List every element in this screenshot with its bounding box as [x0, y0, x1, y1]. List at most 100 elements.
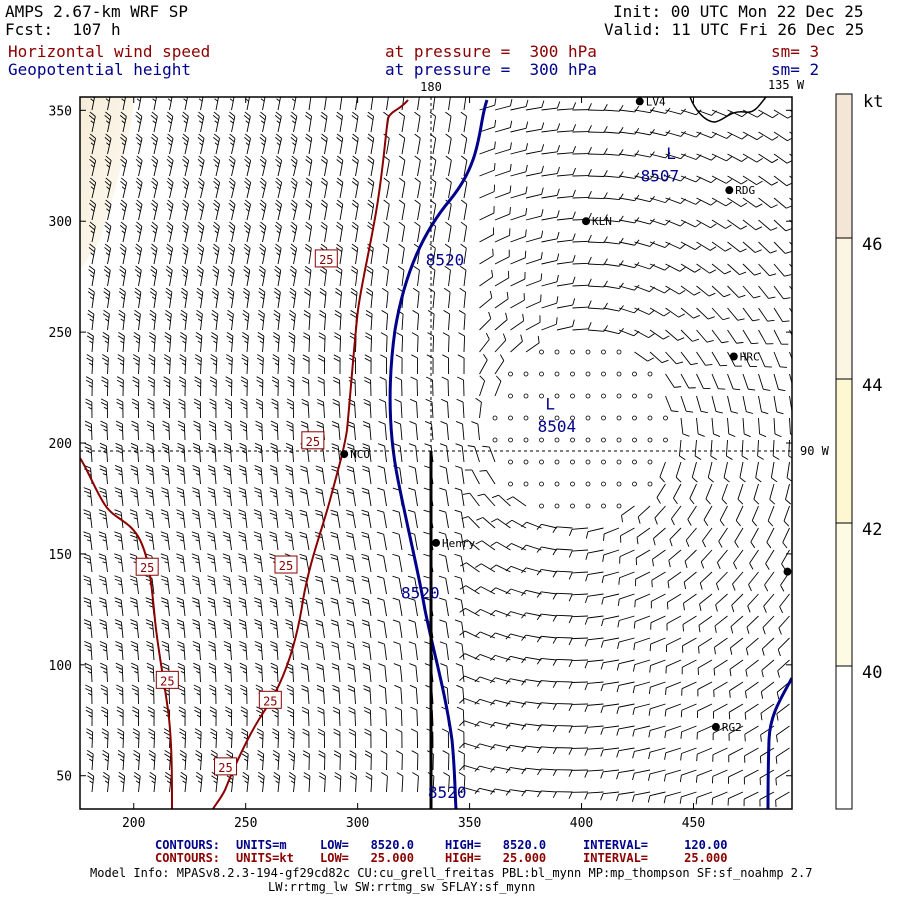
wind-barb — [253, 597, 263, 617]
wind-barb — [536, 680, 558, 687]
wind-barb — [378, 663, 387, 683]
wind-barb — [131, 684, 139, 705]
wind-barb — [698, 615, 713, 633]
wind-barb — [315, 641, 325, 661]
wind-barb — [541, 274, 559, 287]
wind-barb — [395, 728, 403, 749]
wind-barb — [318, 332, 326, 353]
wind-barb — [711, 175, 733, 184]
wind-barb — [83, 509, 93, 529]
wind-calm-marker — [539, 503, 544, 509]
wind-barb — [721, 483, 728, 505]
wind-barb — [135, 221, 143, 243]
wind-barb — [479, 470, 496, 485]
wind-barb — [272, 750, 280, 771]
wind-barb — [649, 307, 670, 317]
wind-barb — [364, 750, 372, 771]
wind-barb — [229, 97, 235, 111]
wind-barb — [702, 527, 713, 548]
wind-barb — [479, 227, 495, 243]
wind-barb — [494, 142, 512, 155]
height-contour-8520-east — [766, 677, 792, 809]
wind-calm-marker — [616, 459, 622, 465]
wind-barb — [241, 354, 249, 375]
field2-smooth: sm= 2 — [771, 60, 820, 79]
wind-barb — [367, 111, 374, 133]
wind-barb — [407, 575, 418, 595]
wind-barb — [556, 233, 576, 243]
wind-barb — [679, 769, 697, 783]
wind-barb — [161, 487, 170, 507]
wind-barb — [161, 442, 170, 463]
wind-barb — [748, 571, 759, 592]
station-label: NCO — [350, 448, 370, 461]
wind-barb — [336, 221, 344, 243]
wind-barb — [350, 265, 358, 287]
wind-barb — [197, 243, 205, 265]
wind-barb — [299, 619, 310, 639]
wind-barb — [408, 597, 418, 617]
wind-barb — [182, 133, 189, 155]
wind-barb — [618, 217, 640, 224]
wind-barb — [521, 544, 542, 551]
wind-barb — [664, 747, 682, 760]
height-contour-labels: 8520 8520 8520 8507 8504 L L — [401, 144, 679, 802]
wind-barb — [505, 700, 527, 707]
wind-barb — [750, 527, 759, 549]
wind-barb — [494, 185, 512, 199]
wind-barb — [474, 608, 496, 617]
wind-barb — [775, 791, 790, 808]
wind-barb — [303, 310, 311, 331]
wind-barb — [114, 575, 124, 595]
wind-barb — [299, 531, 310, 551]
wind-barb — [777, 659, 790, 678]
wind-barb — [636, 527, 651, 545]
wind-barb — [758, 131, 779, 141]
wind-barb — [315, 465, 325, 485]
wind-barb — [336, 155, 344, 177]
wind-barb — [164, 309, 172, 331]
wind-barb — [333, 354, 341, 375]
wind-calm-marker — [601, 503, 606, 509]
wind-barb — [346, 641, 356, 661]
wind-barb — [417, 97, 420, 111]
wind-barb — [330, 509, 341, 529]
wind-barb — [744, 747, 759, 763]
wind-barb — [460, 539, 480, 551]
wind-barb — [117, 331, 125, 353]
wind-barb — [119, 111, 127, 133]
wind-barb — [87, 771, 95, 793]
wind-barb — [458, 772, 466, 793]
wind-contour-label: 25 — [301, 431, 325, 450]
wind-barb — [207, 575, 217, 595]
wind-barb — [148, 728, 156, 749]
wind-barb — [572, 322, 592, 331]
wind-barb — [102, 331, 110, 353]
wind-barb — [413, 265, 420, 287]
wind-barb — [212, 111, 220, 133]
wind-barb — [160, 553, 170, 573]
wind-barb — [333, 750, 341, 771]
wind-barb — [665, 130, 686, 137]
wind-barb — [552, 769, 573, 777]
wind-barb — [427, 332, 435, 353]
wind-barb — [680, 373, 696, 389]
wind-contour-labels: 25 25 25 25 25 25 25 — [135, 249, 338, 776]
wind-barb — [228, 155, 236, 177]
wind-barb — [118, 309, 126, 331]
wind-barb — [166, 243, 174, 265]
wind-barb — [98, 553, 108, 573]
wind-barb — [619, 549, 635, 564]
wind-barb — [556, 146, 577, 155]
wind-barb — [525, 209, 544, 221]
wind-barb — [541, 123, 561, 133]
wind-barb — [556, 276, 576, 287]
wind-barb — [395, 354, 403, 375]
wind-barb — [276, 97, 281, 111]
wind-barb — [462, 492, 480, 507]
wind-barb — [176, 597, 186, 617]
wind-barb — [649, 351, 669, 364]
wind-barb — [475, 540, 496, 551]
wind-barb — [333, 376, 341, 397]
wind-barb — [616, 659, 635, 671]
